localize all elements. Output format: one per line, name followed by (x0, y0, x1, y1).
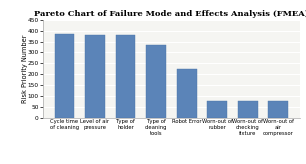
Title: Pareto Chart of Failure Mode and Effects Analysis (FMEA): Pareto Chart of Failure Mode and Effects… (34, 10, 306, 18)
Bar (146, 45, 166, 118)
Y-axis label: Risk Priority Number: Risk Priority Number (22, 35, 28, 103)
Bar (85, 35, 105, 118)
Bar (268, 101, 288, 118)
Bar (116, 35, 136, 118)
Bar (54, 34, 74, 118)
Bar (207, 101, 227, 118)
Bar (238, 101, 258, 118)
Bar (177, 69, 196, 118)
